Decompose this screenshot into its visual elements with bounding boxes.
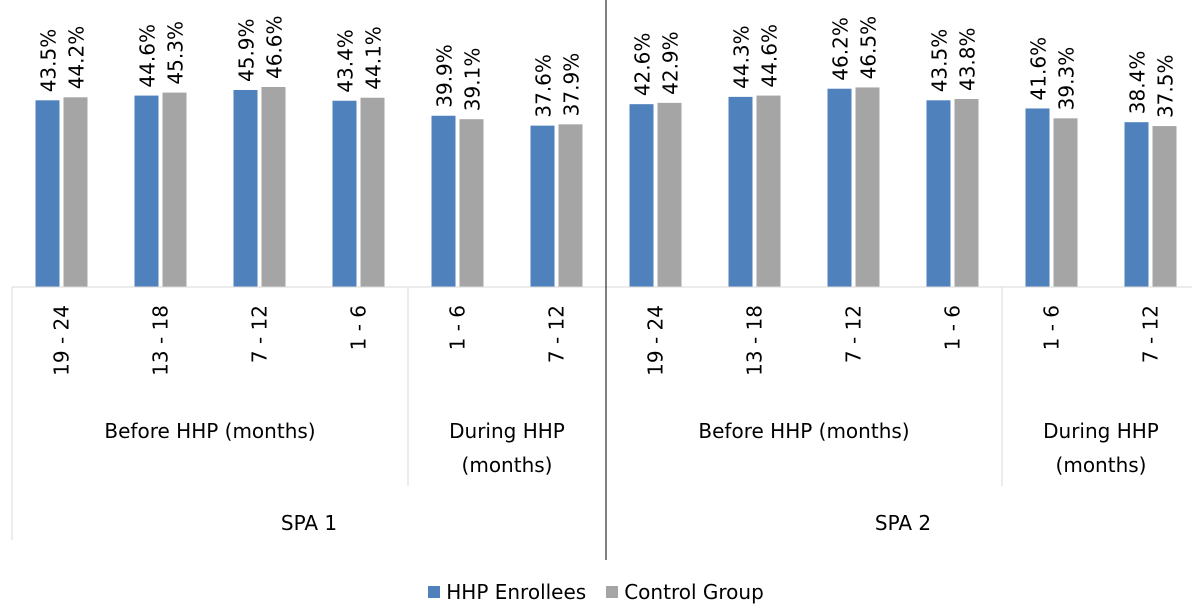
hhp-enrollees-bar: [134, 95, 159, 287]
hhp-enrollees-data-label: 43.5%: [37, 29, 61, 93]
hhp-enrollees-data-label: 41.6%: [1027, 37, 1051, 101]
control-group-data-label: 44.2%: [65, 26, 89, 90]
control-group-bar: [162, 92, 187, 287]
control-group-bar: [63, 97, 88, 287]
hhp-enrollees-data-label: 46.2%: [829, 17, 853, 81]
category-tick-label: 19 - 24: [644, 305, 668, 376]
control-group-bar: [261, 87, 286, 287]
category-tick-label: 13 - 18: [149, 305, 173, 376]
control-group-bar: [1152, 126, 1177, 288]
hhp-enrollees-data-label: 38.4%: [1126, 51, 1150, 115]
control-group-data-label: 46.5%: [857, 16, 881, 80]
hhp-enrollees-bar: [728, 96, 753, 287]
hhp-enrollees-bar: [926, 100, 951, 287]
hhp-enrollees-bar: [1025, 108, 1050, 287]
hhp-enrollees-bar: [431, 115, 456, 287]
category-tick-label: 1 - 6: [941, 305, 965, 350]
hhp-enrollees-data-label: 37.6%: [532, 54, 556, 118]
control-group-data-label: 39.3%: [1055, 47, 1079, 111]
legend-label-control: Control Group: [624, 580, 764, 604]
period-group-label-line2: (months): [462, 453, 553, 477]
legend-swatch-control: [606, 586, 619, 598]
hhp-enrollees-data-label: 39.9%: [433, 44, 457, 108]
control-group-data-label: 39.1%: [461, 48, 485, 112]
category-tick-label: 1 - 6: [1040, 305, 1064, 350]
period-group-label: Before HHP (months): [698, 419, 909, 443]
legend-item-control: Control Group: [606, 580, 764, 604]
period-group-label: During HHP: [449, 419, 565, 443]
hhp-enrollees-bar: [332, 100, 357, 287]
category-tick-label: 13 - 18: [743, 305, 767, 376]
control-group-bar: [360, 97, 385, 287]
hhp-enrollees-data-label: 44.3%: [730, 25, 754, 89]
control-group-data-label: 37.5%: [1154, 55, 1178, 119]
legend-label-hhp: HHP Enrollees: [446, 580, 587, 604]
hhp-enrollees-data-label: 44.6%: [136, 24, 160, 88]
period-group-label-line2: (months): [1056, 453, 1147, 477]
hhp-enrollees-data-label: 42.6%: [631, 33, 655, 97]
category-tick-label: 7 - 12: [842, 305, 866, 363]
legend-item-hhp: HHP Enrollees: [428, 580, 586, 604]
hhp-enrollees-data-label: 43.5%: [928, 29, 952, 93]
spa-group-label: SPA 1: [281, 511, 337, 535]
control-group-bar: [1053, 118, 1078, 287]
spa-group-label: SPA 2: [875, 511, 931, 535]
category-tick-label: 7 - 12: [1139, 305, 1163, 363]
control-group-bar: [459, 119, 484, 287]
control-group-bar: [855, 87, 880, 287]
category-tick-label: 19 - 24: [50, 305, 74, 376]
control-group-bar: [756, 95, 781, 287]
control-group-data-label: 42.9%: [659, 31, 683, 95]
hhp-enrollees-data-label: 45.9%: [235, 18, 259, 82]
control-group-data-label: 37.9%: [560, 53, 584, 117]
legend-swatch-hhp: [428, 586, 441, 598]
control-group-bar: [954, 99, 979, 287]
control-group-bar: [657, 102, 682, 288]
period-group-label: Before HHP (months): [104, 419, 315, 443]
hhp-enrollees-bar: [35, 100, 60, 287]
control-group-data-label: 46.6%: [263, 15, 287, 79]
category-tick-label: 1 - 6: [347, 305, 371, 350]
control-group-bar: [558, 124, 583, 288]
hhp-enrollees-bar: [530, 125, 555, 287]
hhp-enrollees-data-label: 43.4%: [334, 29, 358, 93]
category-tick-label: 7 - 12: [248, 305, 272, 363]
category-tick-label: 1 - 6: [446, 305, 470, 350]
control-group-data-label: 45.3%: [164, 21, 188, 85]
hhp-enrollees-bar: [1124, 122, 1149, 287]
period-group-label: During HHP: [1043, 419, 1159, 443]
hhp-enrollees-bar: [233, 90, 258, 287]
category-tick-label: 7 - 12: [545, 305, 569, 363]
hhp-enrollees-bar: [827, 88, 852, 287]
control-group-data-label: 44.1%: [362, 26, 386, 90]
control-group-data-label: 43.8%: [956, 27, 980, 91]
control-group-data-label: 44.6%: [758, 24, 782, 88]
hhp-enrollees-bar: [629, 104, 654, 287]
chart-legend: HHP Enrollees Control Group: [0, 580, 1192, 604]
